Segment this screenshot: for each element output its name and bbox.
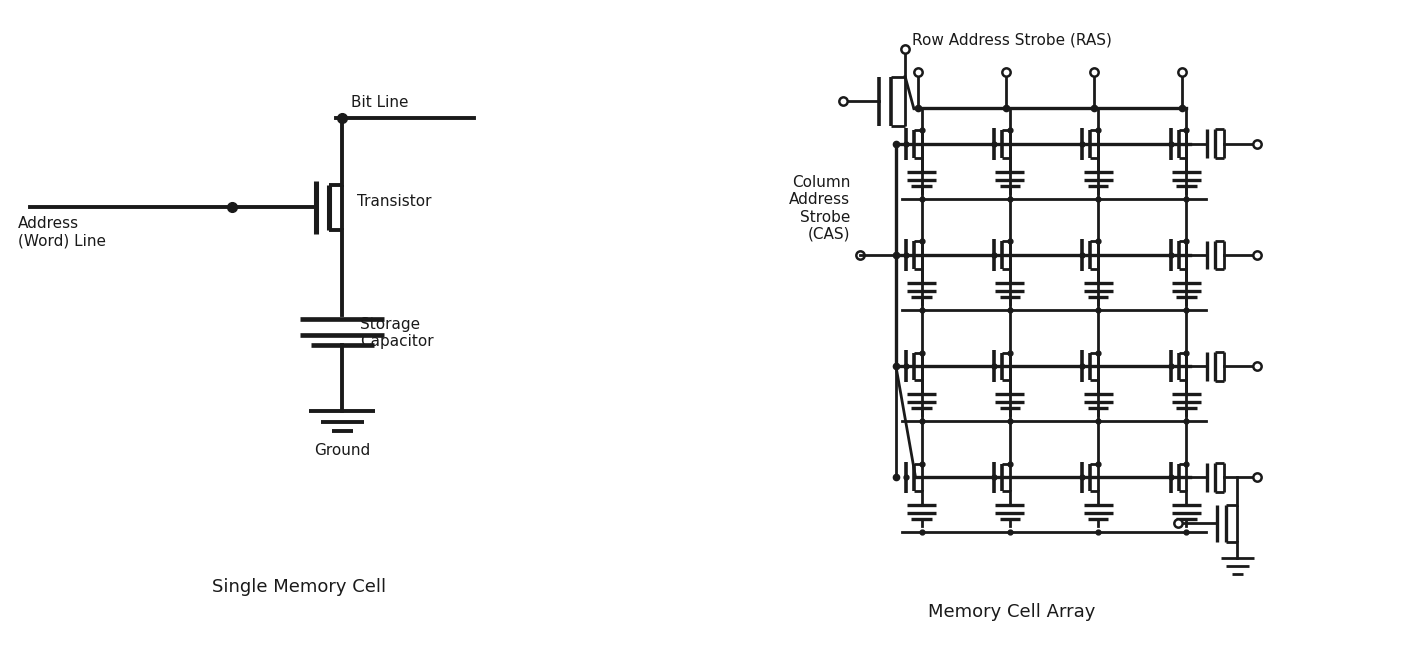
- Text: Ground: Ground: [315, 443, 370, 458]
- Text: Bit Line: Bit Line: [352, 95, 409, 111]
- Text: Single Memory Cell: Single Memory Cell: [212, 578, 386, 596]
- Text: Storage
Capacitor: Storage Capacitor: [361, 317, 435, 349]
- Text: Row Address Strobe (RAS): Row Address Strobe (RAS): [912, 33, 1112, 48]
- Text: Transistor: Transistor: [358, 194, 432, 209]
- Text: Column
Address
Strobe
(CAS): Column Address Strobe (CAS): [789, 175, 851, 242]
- Text: Memory Cell Array: Memory Cell Array: [928, 603, 1096, 621]
- Text: Address
(Word) Line: Address (Word) Line: [19, 216, 105, 249]
